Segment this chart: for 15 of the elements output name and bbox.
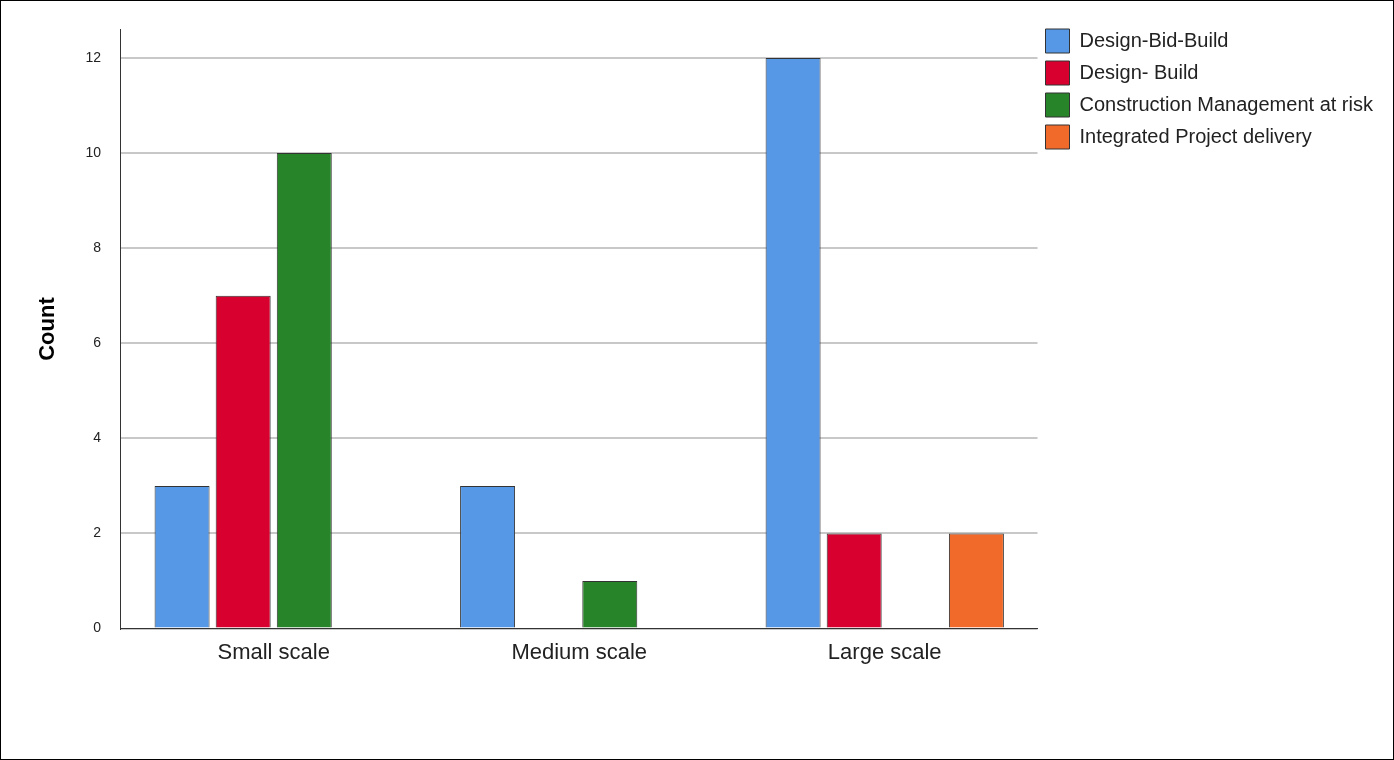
x-tick-label: Medium scale — [511, 638, 648, 664]
y-tick-label: 8 — [93, 239, 102, 256]
legend-label: Integrated Project delivery — [1079, 124, 1312, 147]
legend-label: Construction Management at risk — [1079, 92, 1374, 115]
legend-label: Design-Bid-Build — [1079, 28, 1229, 51]
y-tick-label: 4 — [93, 429, 102, 446]
legend-label: Design- Build — [1079, 60, 1199, 83]
x-tick-label: Small scale — [217, 638, 330, 664]
y-tick-label: 6 — [93, 334, 102, 351]
y-tick-label: 0 — [93, 619, 102, 636]
x-tick-label: Large scale — [827, 638, 942, 664]
y-axis-title: Count — [34, 296, 60, 361]
y-tick-label: 2 — [93, 524, 102, 541]
y-tick-label: 10 — [85, 143, 102, 160]
y-tick-label: 12 — [85, 48, 102, 65]
